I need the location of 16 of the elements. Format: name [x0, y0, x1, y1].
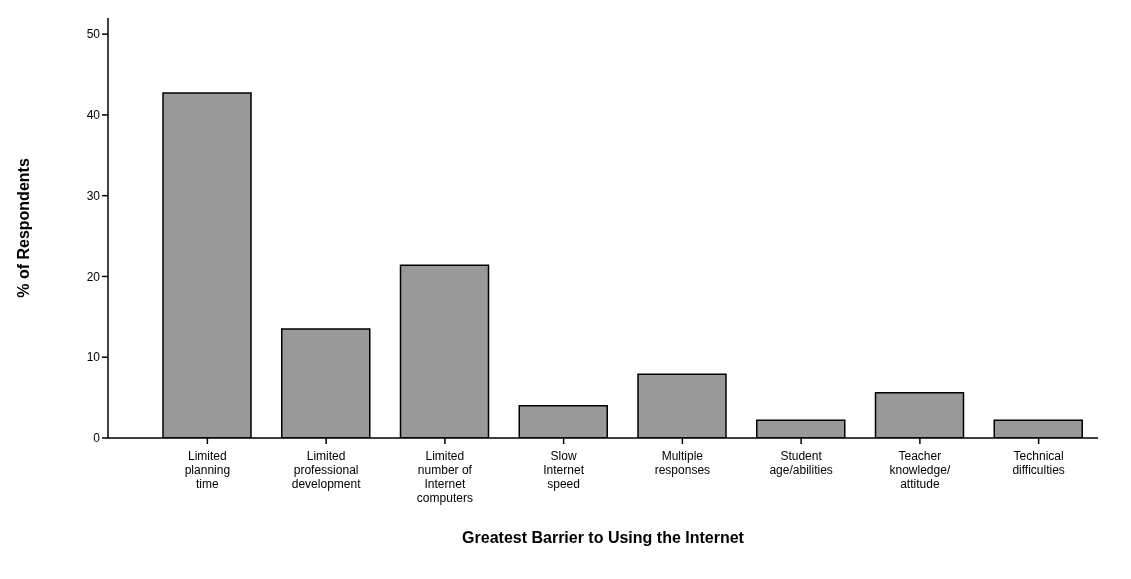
y-tick-label: 0 [93, 431, 101, 446]
x-tick-label: Teacher knowledge/ attitude [889, 449, 951, 491]
y-axis-title: % of Respondents [14, 158, 32, 298]
x-tick-label: Limited number of Internet computers [416, 449, 473, 505]
x-tick-label: Slow Internet speed [543, 449, 585, 491]
x-tick-label: Multiple responses [654, 449, 711, 477]
y-tick-label: 40 [86, 108, 101, 123]
x-axis-title: Greatest Barrier to Using the Internet [462, 529, 745, 546]
y-tick-label: 30 [86, 188, 101, 203]
x-tick-label: Limited planning time [184, 449, 231, 491]
x-tick-label: Student age/abilities [769, 449, 833, 477]
y-tick-label: 10 [86, 350, 101, 365]
x-tick-label: Limited professional development [291, 449, 362, 491]
x-tick-label: Technical difficulties [1012, 449, 1065, 477]
y-tick-label: 20 [86, 269, 101, 284]
y-tick-label: 50 [86, 27, 101, 42]
